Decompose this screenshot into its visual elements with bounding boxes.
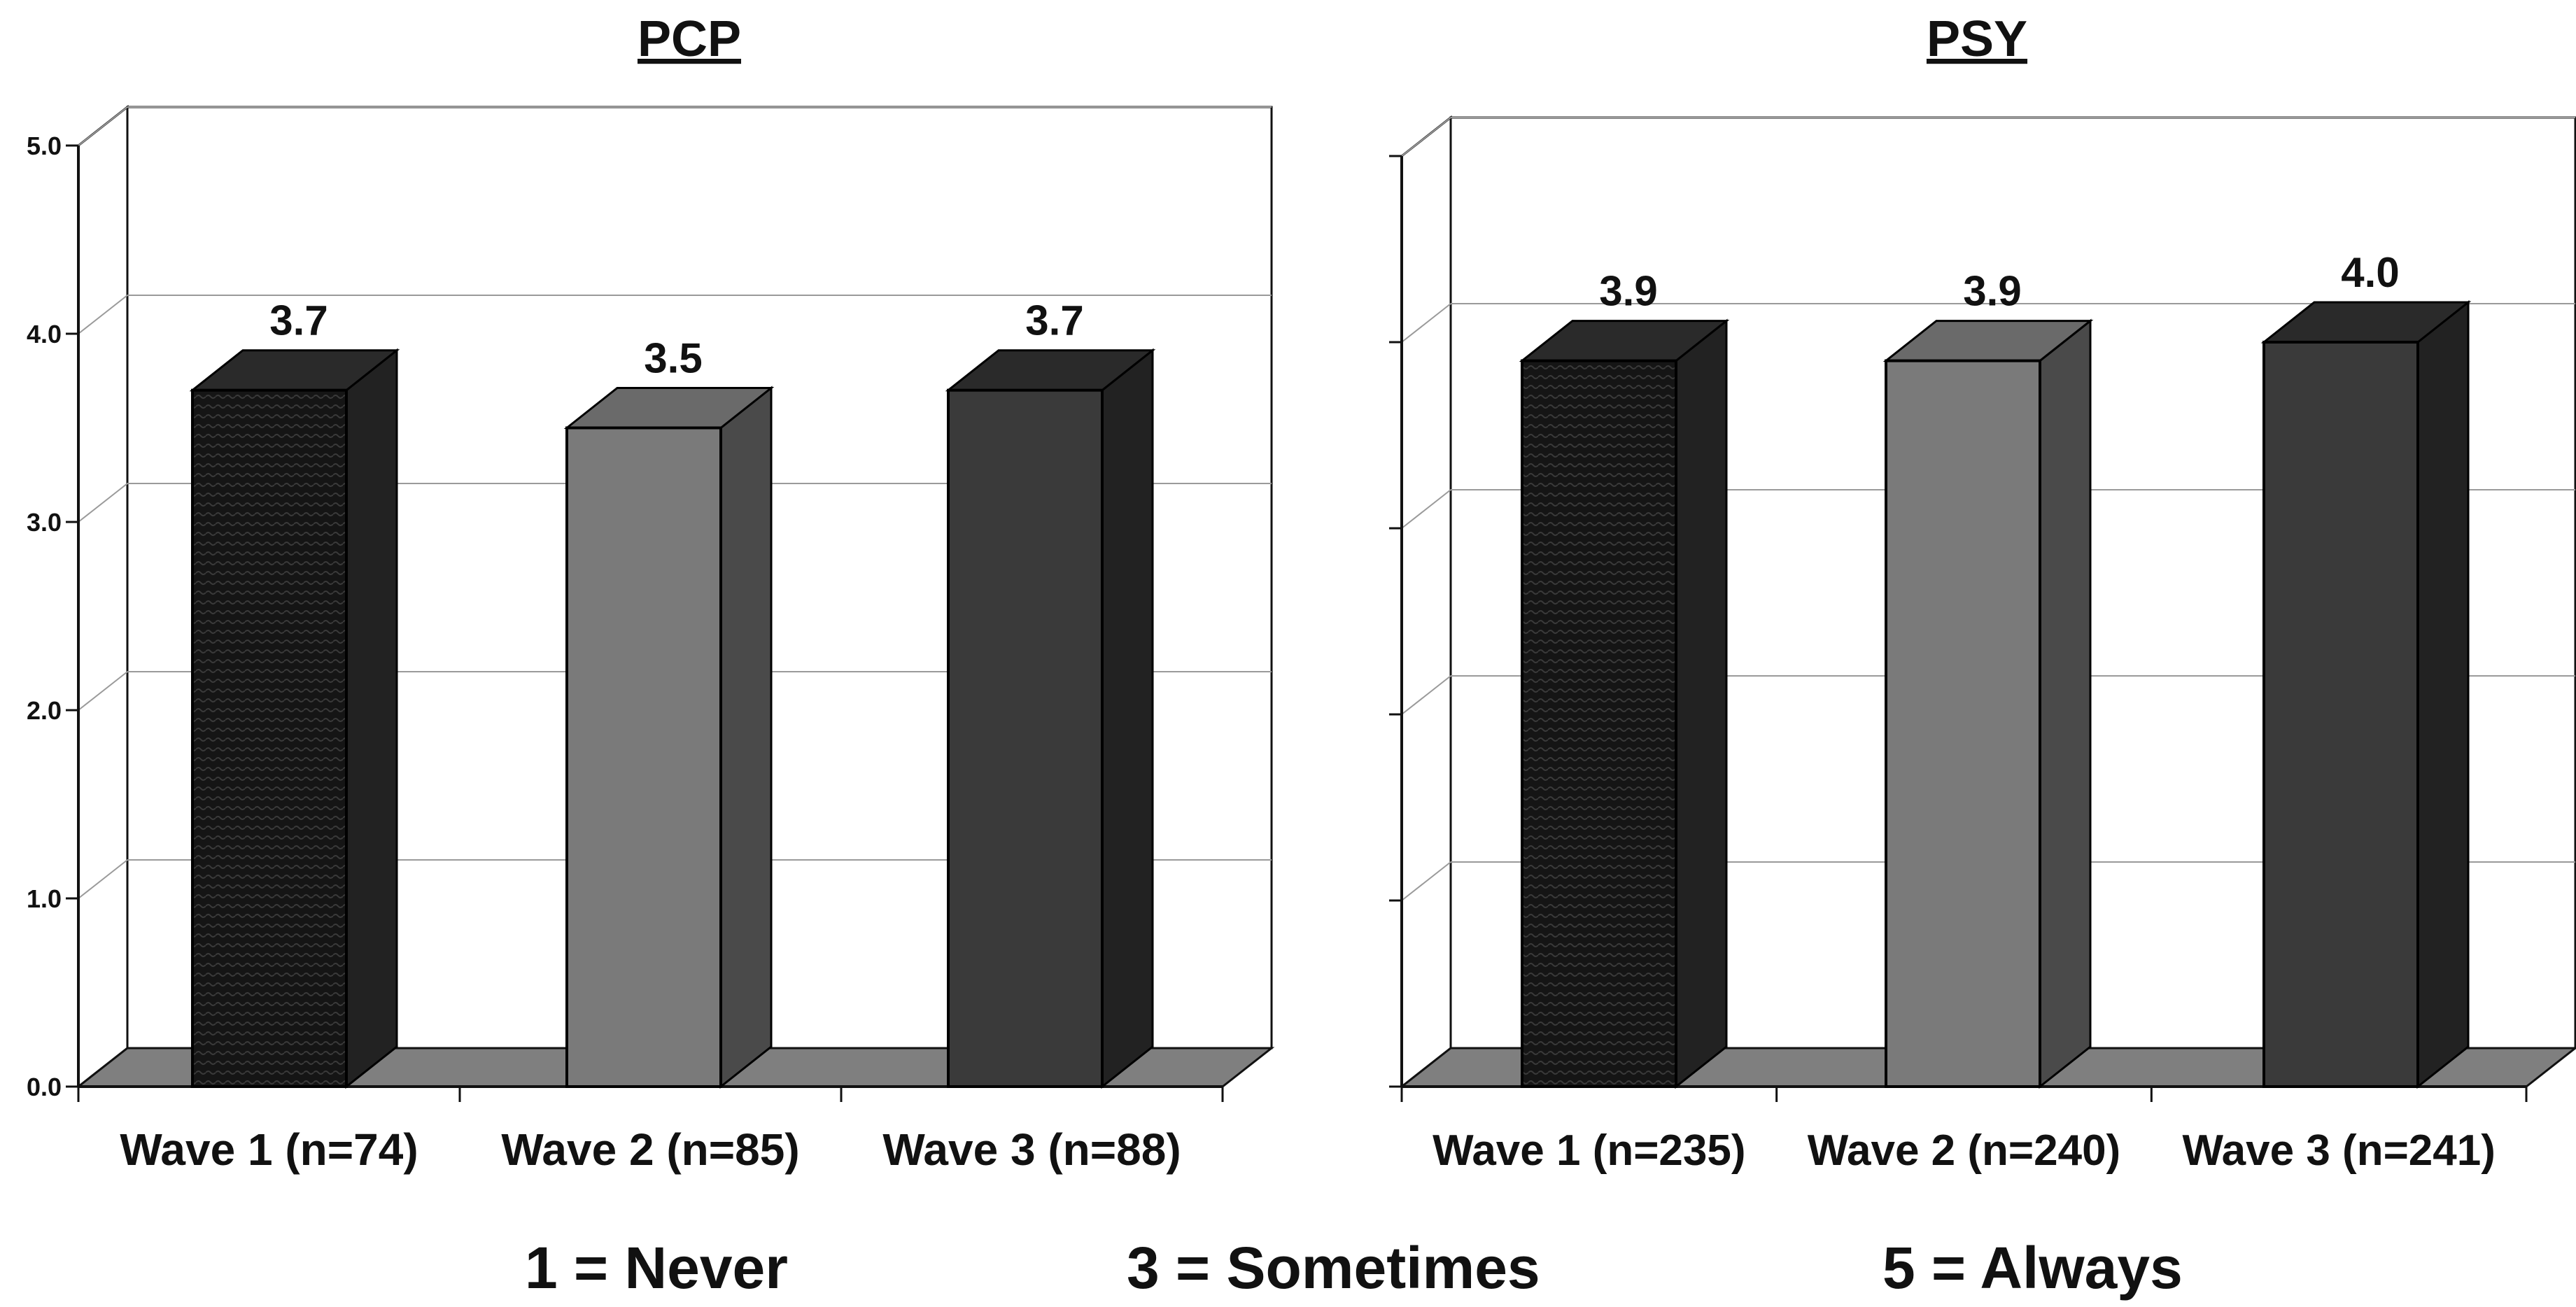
bar	[945, 348, 1156, 1089]
chart-title: PCP	[638, 11, 741, 67]
side-wall	[77, 104, 129, 1089]
gridline-side	[1401, 117, 1451, 157]
y-tick-label: 0.0	[27, 1073, 62, 1101]
bar-side	[345, 348, 398, 1089]
y-tick-label: 1.0	[27, 884, 62, 913]
gridline-side	[78, 483, 128, 523]
bar	[563, 386, 775, 1089]
bar	[189, 348, 400, 1089]
chart-title: PSY	[1927, 11, 2027, 67]
legend-never: 1 = Never	[525, 1235, 788, 1301]
gridline-side	[78, 295, 128, 334]
gridline-side	[78, 106, 128, 146]
bar-front	[1521, 359, 1677, 1088]
bar-side	[2039, 318, 2092, 1089]
bar-value-label: 3.7	[1025, 297, 1083, 344]
x-category-label: Wave 3 (n=241)	[2182, 1126, 2495, 1175]
x-category-label: Wave 2 (n=85)	[501, 1124, 799, 1175]
side-wall	[1400, 115, 1452, 1089]
y-tick-label: 3.0	[27, 508, 62, 537]
chart-psy: 3.9 Wave 1 (n=235) 3.9 Wave 2 (n=240) 4.0 Wav…	[1389, 11, 2576, 1175]
bar-front	[1885, 359, 2041, 1088]
legend-sometimes: 3 = Sometimes	[1127, 1235, 1540, 1301]
bar-value-label: 3.5	[644, 335, 702, 382]
bar-side	[719, 386, 773, 1089]
x-category-label: Wave 1 (n=235)	[1433, 1126, 1745, 1175]
bar-front	[2262, 341, 2419, 1088]
y-tick-label: 2.0	[27, 696, 62, 725]
gridline-side	[1401, 675, 1451, 715]
y-tick-label: 4.0	[27, 320, 62, 348]
bar	[2260, 299, 2472, 1089]
legend-always: 5 = Always	[1882, 1235, 2183, 1301]
bar-front	[565, 426, 722, 1088]
bar-front	[947, 388, 1104, 1088]
bar-value-label: 4.0	[2341, 249, 2399, 296]
x-category-label: Wave 1 (n=74)	[120, 1124, 418, 1175]
gridline-side	[1401, 303, 1451, 343]
bar-side	[2416, 299, 2470, 1089]
bar-front	[191, 388, 348, 1088]
gridline-side	[1401, 489, 1451, 529]
gridline-side	[78, 671, 128, 711]
bar-value-label: 3.9	[1599, 268, 1657, 315]
bar-value-label: 3.7	[269, 297, 328, 344]
x-category-label: Wave 2 (n=240)	[1808, 1126, 2120, 1175]
bar-value-label: 3.9	[1963, 268, 2021, 315]
y-tick-label: 5.0	[27, 132, 62, 160]
gridline-side	[78, 859, 128, 899]
gridline-side	[1401, 861, 1451, 901]
x-category-label: Wave 3 (n=88)	[882, 1124, 1181, 1175]
bar	[1882, 318, 2094, 1089]
bar	[1519, 318, 1730, 1089]
bar-side	[1101, 348, 1154, 1089]
chart-pcp: 0.0 1.0 2.0 3.0 4.0 5.0 3.7 Wave 1 (n=74) 3.5 Wav…	[27, 11, 1275, 1175]
bar-side	[1675, 318, 1728, 1089]
